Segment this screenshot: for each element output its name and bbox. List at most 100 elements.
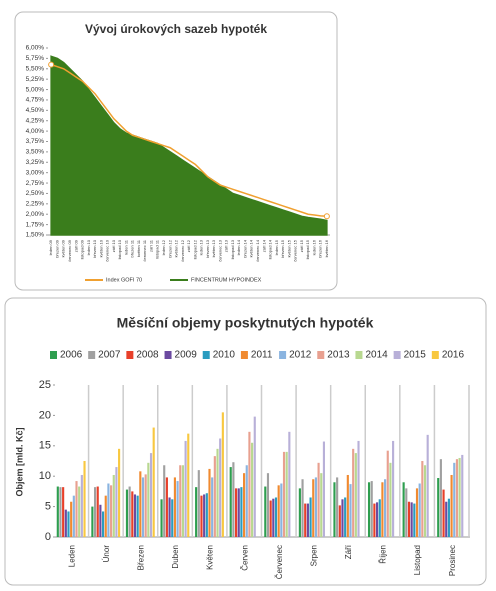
x-tick-label: listopad 09 (80, 239, 85, 259)
x-tick-label: červenec 10 (105, 239, 110, 262)
legend-swatch (431, 351, 439, 359)
bar (426, 434, 429, 537)
bar (461, 454, 464, 537)
x-tick-label: září 14 (261, 239, 266, 252)
y-tick-label: 3,25% (26, 159, 45, 166)
bar (410, 502, 413, 537)
bar (280, 483, 283, 537)
bar (112, 474, 115, 537)
bar (176, 481, 179, 537)
bar (264, 486, 267, 537)
bar (312, 479, 315, 537)
bar (110, 485, 113, 537)
x-tick-label: leden 13 (199, 239, 204, 255)
bar (160, 499, 163, 537)
bar (197, 470, 200, 537)
bar (56, 486, 59, 537)
bar (179, 465, 182, 537)
bar (102, 511, 105, 537)
legend-swatch (317, 351, 325, 359)
x-tick-label: Leden (67, 545, 76, 567)
legend-label: 2007 (98, 350, 121, 361)
bar (333, 482, 336, 537)
x-tick-label: červenec 09 (67, 239, 72, 262)
y-tick-label: 2,00% (26, 211, 45, 218)
y-tick-label: 10 (39, 470, 51, 482)
bar (301, 479, 304, 537)
x-tick-label: květen 16 (324, 239, 329, 257)
y-tick-label: 6,00% (26, 45, 45, 52)
x-tick-label: leden 14 (236, 239, 241, 255)
x-tick-label: květen 11 (136, 239, 141, 257)
chart-title: Vývoj úrokových sazeb hypoték (85, 22, 267, 36)
bar (442, 489, 445, 537)
legend-label: Index GOFI 70 (106, 277, 142, 283)
y-tick-label: 5,00% (26, 86, 45, 93)
legend-label: 2009 (175, 350, 198, 361)
legend-label: 2008 (136, 350, 159, 361)
bar (248, 431, 251, 537)
bar (413, 503, 416, 537)
bar (147, 462, 150, 537)
marker (48, 61, 55, 68)
y-tick-label: 3,50% (26, 149, 45, 156)
x-tick-label: Listopad (413, 545, 422, 575)
legend-swatch (88, 351, 96, 359)
x-tick-label: leden 15 (274, 239, 279, 255)
bar (322, 441, 326, 537)
bar (349, 484, 352, 537)
bar (96, 486, 99, 537)
area (50, 55, 328, 236)
y-tick-label: 25 (39, 379, 51, 391)
bar (125, 489, 129, 537)
bar (298, 488, 301, 537)
bar (165, 477, 168, 537)
x-tick-label: leden 09 (48, 239, 53, 255)
bar (274, 497, 278, 537)
bar (314, 477, 317, 537)
legend-swatch (355, 351, 363, 359)
bar (354, 453, 357, 537)
bar (251, 442, 254, 537)
x-tick-label: červenec 12 (180, 239, 185, 262)
bar (133, 494, 137, 537)
bar (171, 499, 174, 537)
bar (208, 468, 211, 537)
bar (234, 488, 238, 537)
y-tick-label: 2,50% (26, 190, 45, 197)
bar (407, 501, 411, 537)
bar (216, 448, 219, 537)
bar (144, 474, 147, 537)
x-tick-label: leden 16 (311, 239, 316, 255)
bar (423, 465, 427, 537)
x-tick-label: březen 11 (130, 239, 135, 257)
bar (83, 461, 86, 537)
y-tick-label: 4,75% (26, 97, 45, 104)
x-tick-label: listopad 14 (268, 239, 273, 259)
bar (378, 499, 381, 537)
x-tick-label: březen 16 (318, 239, 323, 258)
bar (75, 481, 78, 537)
bar (421, 461, 424, 537)
legend-label: 2013 (327, 350, 350, 361)
x-tick-label: leden 12 (161, 239, 166, 255)
bar (418, 483, 421, 537)
x-tick-label: Únor (102, 545, 111, 563)
bar (200, 495, 203, 537)
x-tick-label: Říjen (379, 545, 388, 564)
bar (243, 473, 246, 537)
bar (221, 412, 224, 537)
legend-swatch (126, 351, 134, 359)
bar (149, 453, 153, 537)
bar (93, 487, 97, 537)
y-tick-label: 4,50% (26, 107, 45, 114)
x-tick-label: březen 09 (54, 239, 59, 258)
bar (269, 500, 272, 537)
bar (381, 482, 384, 537)
x-tick-label: Duben (171, 545, 180, 569)
legend-swatch (50, 351, 57, 359)
x-tick-label: listopad 11 (155, 239, 160, 259)
y-tick-label: 5 (45, 501, 51, 513)
x-tick-label: červenec 11 (142, 239, 147, 261)
